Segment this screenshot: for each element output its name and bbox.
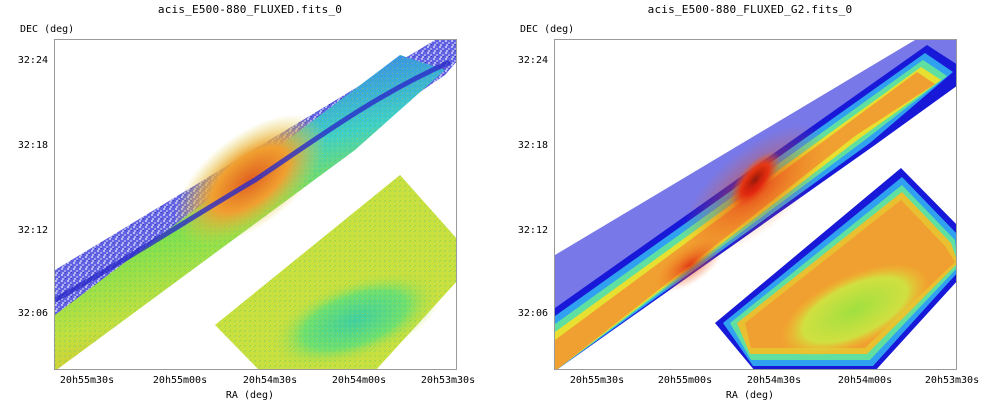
x-tick-label: 20h55m30s [59, 375, 115, 386]
y-tick-label: 32:12 [517, 225, 548, 236]
right-image-panel: acis_E500-880_FLUXED_G2.fits_0 DEC (deg) [500, 0, 1000, 410]
panel-title: acis_E500-880_FLUXED_G2.fits_0 [647, 3, 853, 16]
y-tick-label: 32:18 [517, 140, 548, 151]
image-frame[interactable] [54, 39, 457, 370]
y-tick-label: 32:06 [517, 308, 548, 319]
x-tick-label: 20h53m30s [420, 375, 476, 386]
fluxed-image [55, 40, 456, 369]
x-tick-label: 20h54m00s [331, 375, 387, 386]
smoothed-image [555, 40, 956, 369]
ra-axis-label: RA (deg) [725, 390, 775, 401]
y-tick-label: 32:24 [517, 55, 548, 66]
ra-axis-label: RA (deg) [225, 390, 275, 401]
left-image-panel: acis_E500-880_FLUXED.fits_0 DEC (deg) [17, 3, 476, 401]
x-tick-label: 20h55m30s [569, 375, 625, 386]
x-tick-label: 20h54m00s [837, 375, 893, 386]
x-tick-label: 20h55m00s [657, 375, 713, 386]
x-tick-label: 20h54m30s [242, 375, 298, 386]
dec-axis-label: DEC (deg) [520, 24, 575, 35]
panel-title: acis_E500-880_FLUXED.fits_0 [157, 3, 343, 16]
dec-axis-label: DEC (deg) [20, 24, 75, 35]
y-tick-label: 32:06 [17, 308, 48, 319]
y-tick-label: 32:18 [17, 140, 48, 151]
x-tick-label: 20h54m30s [746, 375, 802, 386]
y-tick-label: 32:12 [17, 225, 48, 236]
x-tick-label: 20h55m00s [152, 375, 208, 386]
y-tick-label: 32:24 [17, 55, 48, 66]
image-frame[interactable] [554, 39, 957, 370]
x-tick-label: 20h53m30s [924, 375, 980, 386]
